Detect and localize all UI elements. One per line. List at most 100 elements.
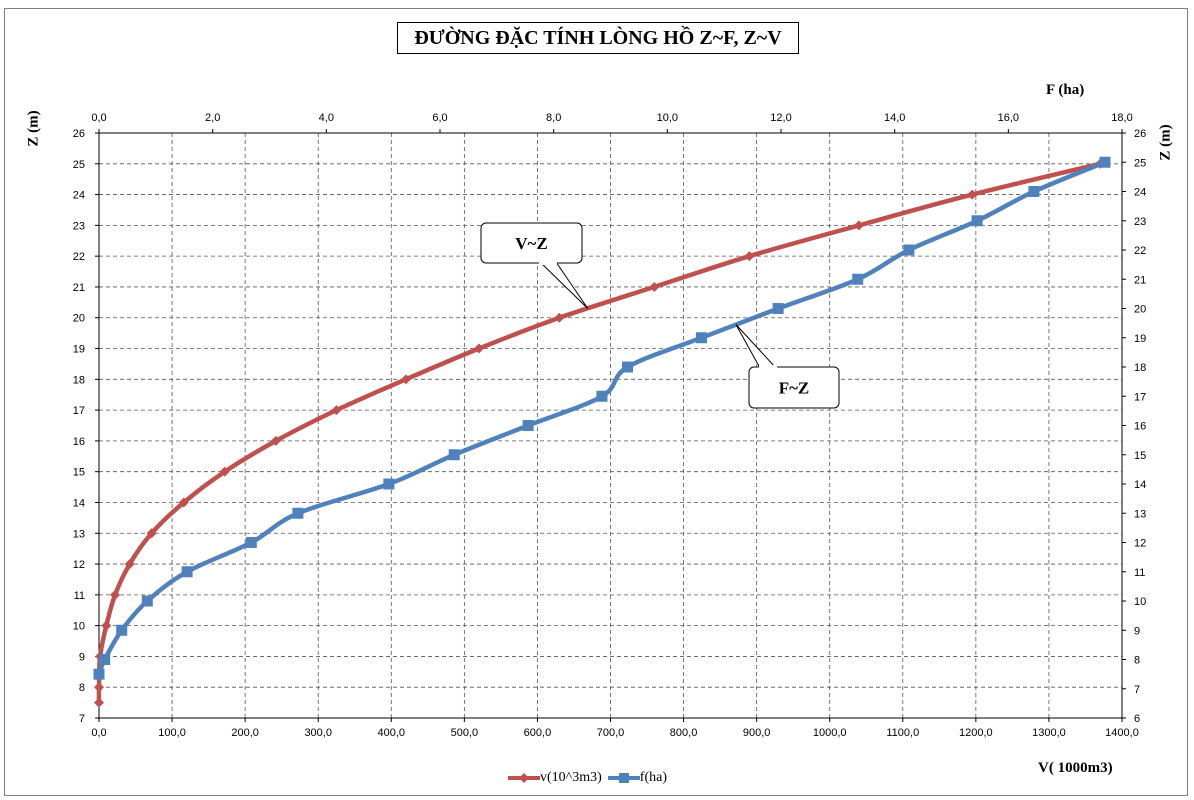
tick-label-right: 13 bbox=[1134, 508, 1146, 520]
tick-label-top: 6,0 bbox=[432, 112, 447, 124]
data-point-marker bbox=[146, 528, 157, 539]
data-point-marker bbox=[245, 537, 257, 548]
tick-label-right: 21 bbox=[1134, 274, 1146, 286]
series-line bbox=[96, 161, 1101, 703]
tick-label-right: 15 bbox=[1134, 450, 1146, 462]
tick-label-top: 8,0 bbox=[546, 112, 561, 124]
data-point-marker bbox=[270, 435, 281, 446]
tick-label-left: 7 bbox=[79, 713, 85, 725]
tick-label-right: 9 bbox=[1134, 625, 1140, 637]
chart-title: ĐƯỜNG ĐẶC TÍNH LÒNG HỒ Z~F, Z~V bbox=[397, 22, 799, 54]
tick-label-right: 23 bbox=[1134, 216, 1146, 228]
legend-area-label: f(ha) bbox=[639, 770, 667, 785]
data-point-marker bbox=[649, 281, 660, 292]
tick-label-top: 10,0 bbox=[657, 112, 678, 124]
tick-label-left: 16 bbox=[73, 436, 85, 448]
tick-label-top: 18,0 bbox=[1111, 112, 1132, 124]
legend-volume-marker bbox=[508, 773, 540, 783]
tick-label-bottom: 1400,0 bbox=[1105, 727, 1139, 739]
tick-label-left: 9 bbox=[79, 651, 85, 663]
tick-label-left: 18 bbox=[73, 374, 85, 386]
data-point-marker bbox=[448, 449, 460, 461]
data-point-marker bbox=[1099, 156, 1111, 168]
data-point-marker bbox=[596, 390, 608, 402]
data-point-marker bbox=[903, 244, 915, 256]
tick-label-bottom: 400,0 bbox=[378, 727, 406, 739]
callout-label: F~Z bbox=[779, 379, 810, 398]
tick-label-top: 0,0 bbox=[91, 112, 106, 124]
data-point-marker bbox=[744, 251, 755, 262]
callout-gap bbox=[539, 261, 557, 265]
tick-label-right: 10 bbox=[1134, 596, 1146, 608]
tick-label-left: 26 bbox=[73, 128, 85, 140]
data-point-marker bbox=[473, 343, 484, 354]
data-point-marker bbox=[400, 374, 411, 385]
tick-label-left: 22 bbox=[73, 251, 85, 263]
tick-label-left: 10 bbox=[73, 621, 85, 633]
data-point-marker bbox=[219, 466, 230, 477]
plot-border bbox=[98, 132, 1123, 719]
tick-label-right: 26 bbox=[1134, 128, 1146, 140]
tick-label-left: 13 bbox=[73, 528, 85, 540]
callout-box bbox=[480, 222, 583, 264]
data-point-marker bbox=[124, 559, 135, 570]
data-point-marker bbox=[110, 589, 121, 600]
legend-volume-label: v(10^3m3) bbox=[540, 770, 602, 785]
tick-label-left: 17 bbox=[73, 405, 85, 417]
data-point-marker bbox=[695, 332, 707, 344]
tick-label-top: 14,0 bbox=[884, 112, 905, 124]
tick-label-right: 17 bbox=[1134, 391, 1146, 403]
tick-label-right: 6 bbox=[1134, 713, 1140, 725]
data-point-marker bbox=[94, 682, 104, 693]
tick-label-right: 12 bbox=[1134, 538, 1146, 550]
series-layer bbox=[93, 156, 1111, 708]
series-area bbox=[93, 156, 1111, 680]
tick-label-right: 19 bbox=[1134, 333, 1146, 345]
tick-label-top: 2,0 bbox=[205, 112, 220, 124]
tick-label-right: 11 bbox=[1134, 567, 1145, 579]
data-point-marker bbox=[99, 654, 111, 665]
data-point-marker bbox=[292, 507, 304, 519]
tick-label-left: 12 bbox=[73, 559, 85, 571]
data-point-marker bbox=[116, 624, 128, 636]
data-point-marker bbox=[181, 566, 193, 578]
data-point-marker bbox=[331, 405, 342, 416]
data-point-marker bbox=[853, 220, 864, 231]
data-point-marker bbox=[1028, 186, 1040, 197]
legend: v(10^3m3) f(ha) bbox=[508, 770, 667, 786]
tick-label-left: 19 bbox=[73, 344, 85, 356]
data-point-marker bbox=[622, 361, 634, 373]
tick-label-right: 8 bbox=[1134, 655, 1140, 667]
tick-label-bottom: 1000,0 bbox=[813, 727, 847, 739]
legend-item-volume: v(10^3m3) bbox=[508, 770, 602, 786]
grid-lines bbox=[99, 133, 1122, 718]
tick-label-top: 12,0 bbox=[770, 112, 791, 124]
tick-label-left: 20 bbox=[73, 313, 85, 325]
callout-label: V~Z bbox=[515, 234, 547, 253]
tick-label-top: 16,0 bbox=[998, 112, 1019, 124]
tick-label-left: 8 bbox=[79, 682, 85, 694]
data-point-marker bbox=[967, 189, 978, 200]
data-point-marker bbox=[101, 620, 112, 631]
left-axis-title: Z (m) bbox=[25, 110, 42, 147]
tick-label-bottom: 0,0 bbox=[91, 727, 106, 739]
tick-label-right: 24 bbox=[1134, 187, 1146, 199]
right-axis-title: Z (m) bbox=[1157, 124, 1174, 161]
tick-label-top: 4,0 bbox=[319, 112, 334, 124]
tick-label-bottom: 700,0 bbox=[597, 727, 625, 739]
data-point-marker bbox=[522, 420, 534, 431]
callout-f-z: F~Z bbox=[735, 324, 840, 409]
tick-label-bottom: 800,0 bbox=[670, 727, 698, 739]
tick-label-bottom: 500,0 bbox=[451, 727, 479, 739]
axes: 0,0 100,0 200,0 300,0 400,0 500,0 600,0 700,0 80… bbox=[73, 112, 1147, 739]
top-axis-title: F (ha) bbox=[1046, 82, 1085, 98]
tick-label-bottom: 300,0 bbox=[304, 727, 332, 739]
tick-label-bottom: 1200,0 bbox=[959, 727, 993, 739]
tick-label-bottom: 100,0 bbox=[158, 727, 186, 739]
data-point-marker bbox=[554, 312, 565, 323]
data-point-marker bbox=[852, 273, 864, 285]
tick-label-left: 24 bbox=[73, 190, 85, 202]
tick-label-right: 18 bbox=[1134, 362, 1146, 374]
data-point-marker bbox=[772, 303, 784, 314]
